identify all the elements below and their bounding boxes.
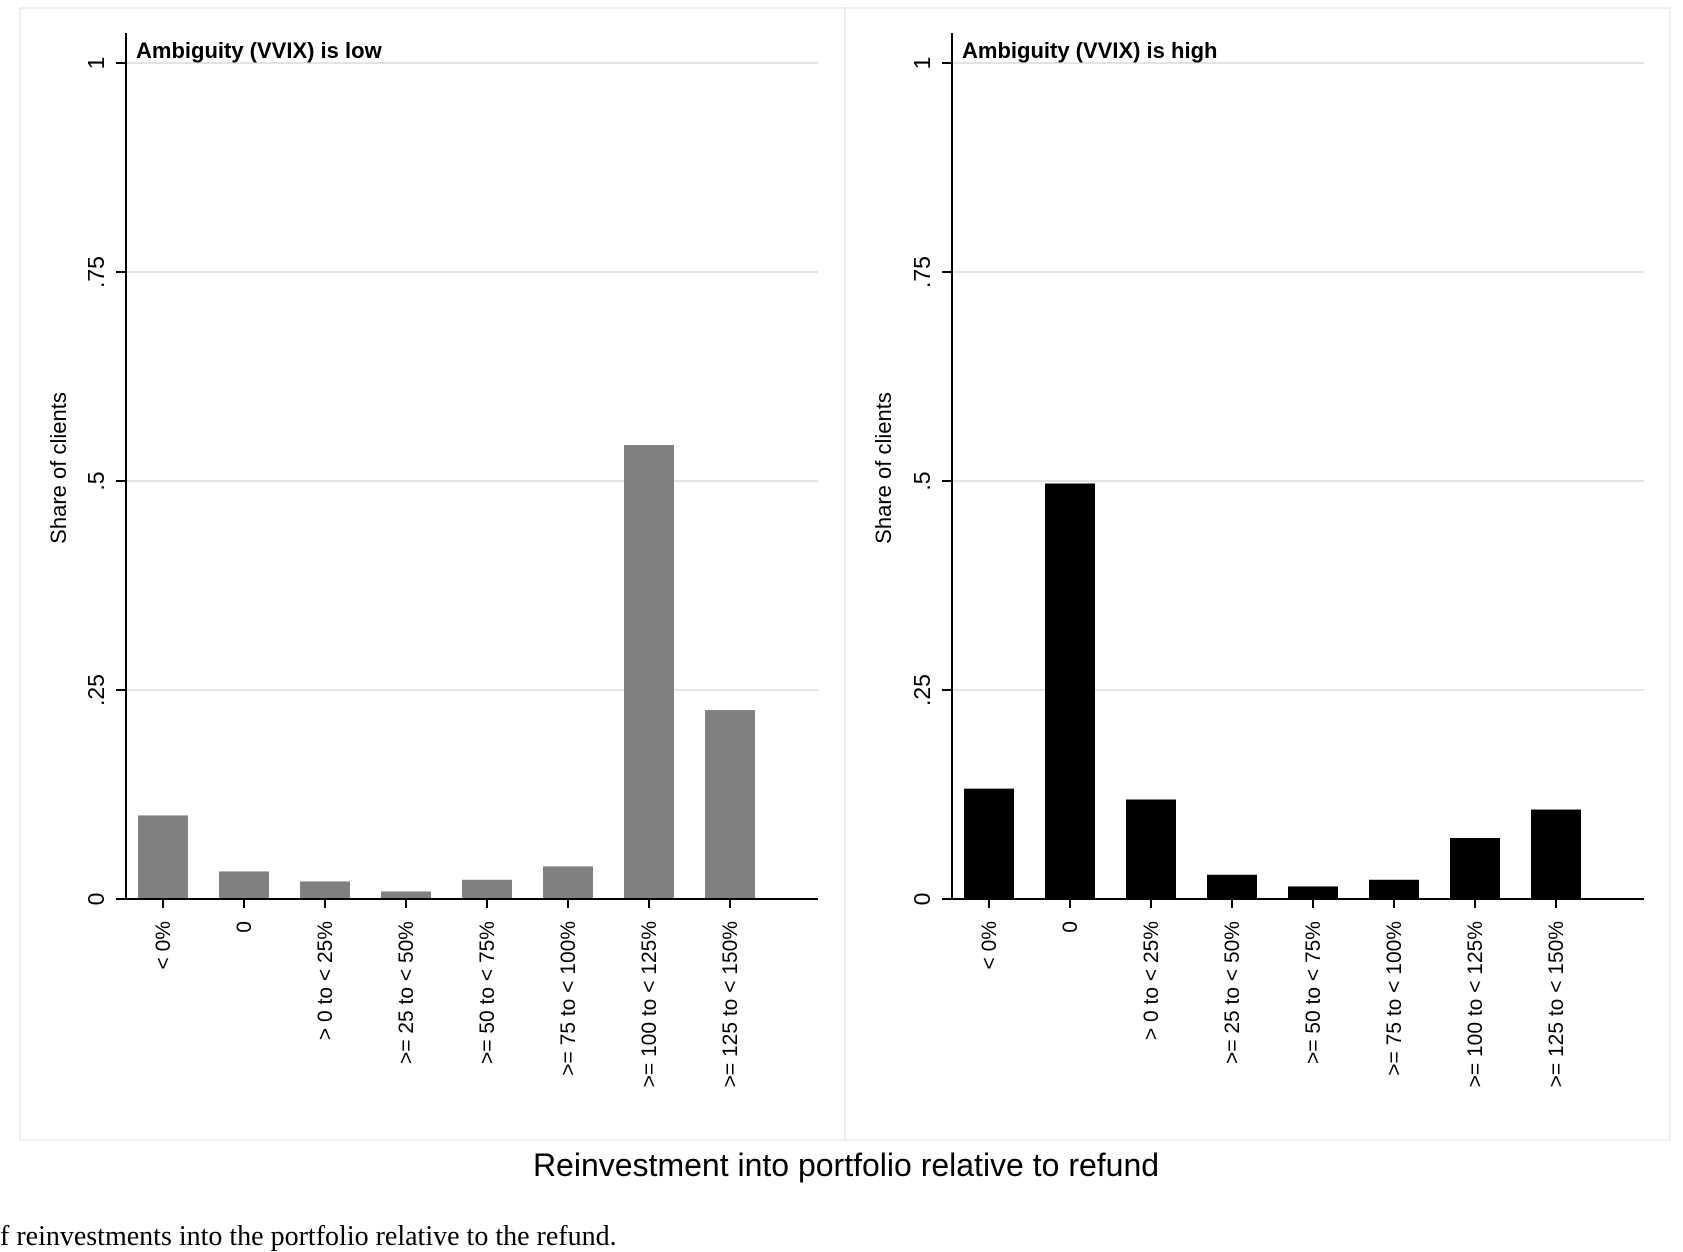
bar [1369, 879, 1419, 899]
figure-caption: f reinvestments into the portfolio relat… [0, 1221, 617, 1252]
category-label: >= 100 to < 125% [1464, 921, 1487, 1087]
bar [543, 866, 593, 899]
x-axis-label: Reinvestment into portfolio relative to … [533, 1147, 1159, 1183]
category-label: >= 125 to < 150% [719, 921, 742, 1087]
y-tick-label: 1 [83, 57, 109, 70]
bar [705, 710, 755, 899]
y-axis-label: Share of clients [46, 392, 71, 544]
y-tick-label: 0 [909, 893, 935, 906]
chart-panel-2: 0 .25 .5 .75 1 < 0% 0 > 0 to < 25% >= 25 to < 50… [844, 7, 1671, 1141]
category-label: 0 [233, 921, 256, 933]
y-axis-label: Share of clients [871, 392, 896, 544]
panels: 0 .25 .5 .75 1 < 0% 0 > 0 to < 25% >= 25 to < 50… [19, 7, 1671, 1141]
category-label: >= 125 to < 150% [1545, 921, 1568, 1087]
category-label: > 0 to < 25% [1140, 921, 1163, 1040]
bar [1045, 483, 1095, 899]
bar [1288, 886, 1338, 899]
chart-panel-1: 0 .25 .5 .75 1 < 0% 0 > 0 to < 25% >= 25 to < 50… [19, 7, 846, 1141]
bar [462, 879, 512, 899]
bar [1207, 874, 1257, 899]
category-label: >= 25 to < 50% [1221, 921, 1244, 1064]
category-label: < 0% [152, 921, 175, 969]
bar [964, 788, 1014, 899]
category-label: >= 50 to < 75% [476, 921, 499, 1064]
bar [300, 881, 350, 899]
panel-title: Ambiguity (VVIX) is low [136, 38, 383, 63]
bar [1126, 799, 1176, 899]
bar [381, 891, 431, 899]
bar [1531, 809, 1581, 899]
bar [1450, 837, 1500, 899]
category-label: >= 100 to < 125% [638, 921, 661, 1087]
category-label: >= 75 to < 100% [557, 921, 580, 1076]
y-tick-label: .75 [909, 256, 935, 288]
category-label: > 0 to < 25% [314, 921, 337, 1040]
panel-frame [19, 7, 846, 1141]
bar [219, 871, 269, 899]
y-tick-label: .25 [83, 674, 109, 706]
y-tick-label: 1 [909, 57, 935, 70]
y-tick-label: .75 [83, 256, 109, 288]
y-tick-label: 0 [83, 893, 109, 906]
panel-title: Ambiguity (VVIX) is high [962, 38, 1217, 63]
bar [138, 815, 188, 899]
y-tick-label: .25 [909, 674, 935, 706]
y-tick-label: .5 [909, 471, 935, 490]
category-label: < 0% [978, 921, 1001, 969]
category-label: >= 25 to < 50% [395, 921, 418, 1064]
category-label: 0 [1059, 921, 1082, 933]
bar [624, 445, 674, 899]
y-tick-label: .5 [83, 471, 109, 490]
category-label: >= 75 to < 100% [1383, 921, 1406, 1076]
panel-frame [844, 7, 1671, 1141]
category-label: >= 50 to < 75% [1302, 921, 1325, 1064]
